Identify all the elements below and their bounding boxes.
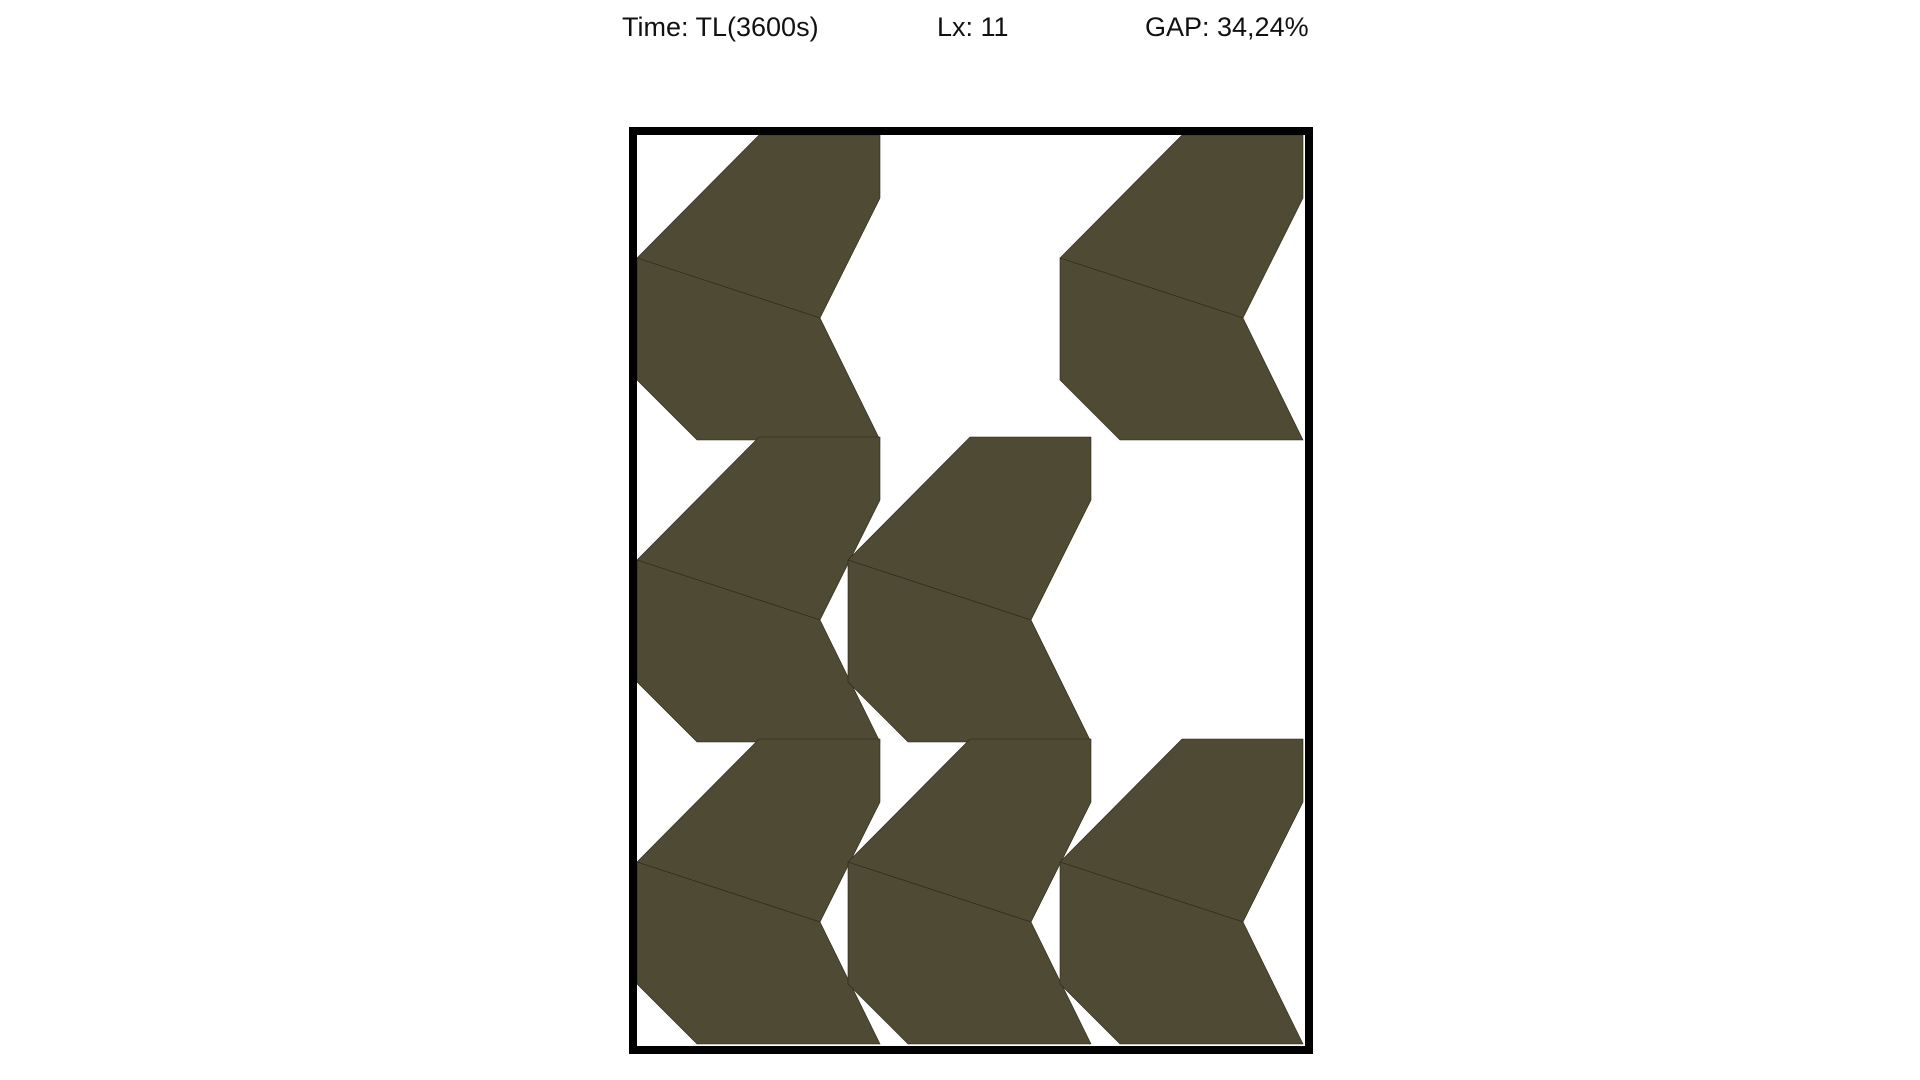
time-label: Time: TL(3600s) (622, 12, 819, 42)
piece-12 (1059, 257, 1304, 441)
piece-14 (1059, 861, 1304, 1045)
pieces-layer (636, 134, 1304, 1045)
gap-label: GAP: 34,24% (1145, 12, 1309, 42)
piece-13 (1059, 738, 1304, 923)
piece-10 (847, 861, 1092, 1045)
piece-7 (847, 436, 1092, 621)
lx-label: Lx: 11 (937, 12, 1009, 42)
container-frame (629, 127, 1313, 1054)
